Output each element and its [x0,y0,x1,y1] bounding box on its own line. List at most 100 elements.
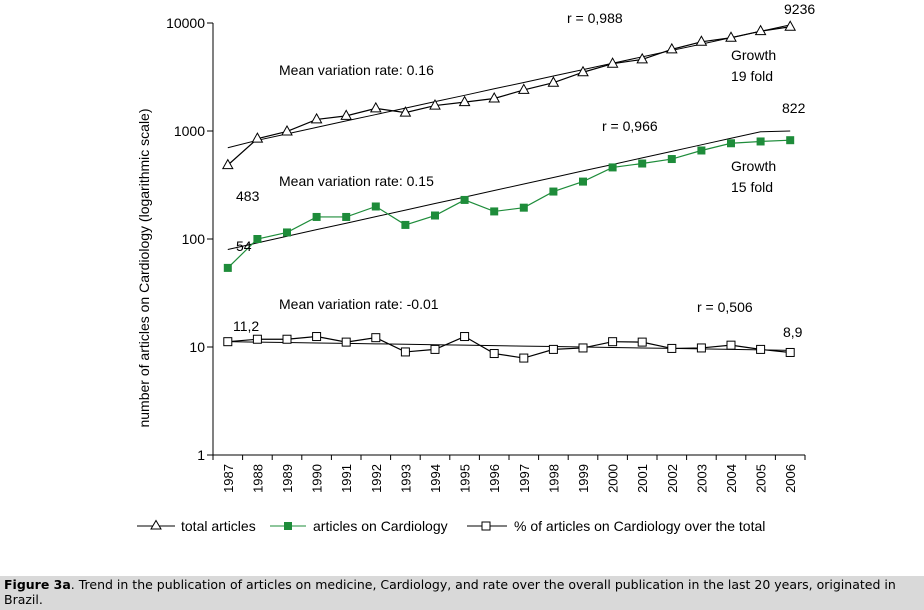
start-total-label: 483 [236,188,260,204]
end-total-label: 9236 [784,1,815,17]
trend-line-cardio [227,130,791,250]
data-point-cardio [371,202,380,211]
y-tick-label: 10000 [166,15,205,31]
data-point-total [251,132,264,143]
y-tick-label: 100 [182,231,206,247]
growth-total-line2: 19 fold [731,68,773,84]
x-tick-label: 1993 [398,464,413,493]
data-point-cardio [549,187,558,196]
x-tick-label: 2000 [606,464,621,493]
caption-label: Figure 3a [4,577,71,592]
data-point-total [547,76,560,87]
data-point-pct [667,343,677,353]
data-point-cardio [490,207,499,216]
data-point-pct [460,332,470,342]
data-point-cardio [638,159,647,168]
data-point-total [458,95,471,107]
legend-marker-pct [481,521,491,531]
trend-line-pct [227,341,791,351]
x-tick-label: 1992 [369,464,384,493]
legend-item-cardio: articles on Cardiology [270,518,448,534]
data-point-pct [400,347,410,357]
x-tick-label: 1996 [487,464,502,493]
legend-marker-total [150,519,162,530]
data-point-pct [608,337,618,347]
x-tick-label: 2001 [635,464,650,493]
y-tick-label: 10 [189,339,205,355]
data-point-cardio [431,211,439,220]
series-line-cardio [227,139,791,269]
x-tick-label: 1999 [576,464,591,493]
data-point-cardio [253,235,262,243]
end-cardio-label: 822 [782,100,806,116]
x-tick-label: 1989 [280,464,295,493]
data-point-pct [519,353,529,363]
data-point-cardio [727,139,735,148]
x-tick-label: 1990 [310,464,325,493]
growth-cardio-line2: 15 fold [731,179,773,195]
data-point-pct [312,332,322,342]
legend-marker-cardio [284,522,292,530]
data-point-total [784,20,797,31]
rate-total-annotation: Mean variation rate: 0.16 [279,62,434,78]
data-point-pct [696,343,706,353]
data-point-cardio [223,263,232,272]
data-point-total [695,35,708,46]
rate-cardio-annotation: Mean variation rate: 0.15 [279,173,434,189]
x-tick-label: 2005 [754,464,769,493]
x-tick-label: 1994 [428,464,443,493]
data-point-cardio [342,212,351,221]
data-point-total [577,65,589,77]
y-tick-label: 1000 [174,123,205,139]
data-point-pct [726,340,736,350]
data-point-cardio [283,228,291,237]
y-ticks: 1 10 100 1000 10000 [166,15,213,463]
data-point-cardio [697,146,706,155]
legend-label-pct: % of articles on Cardiology over the tot… [514,518,765,534]
data-point-total [221,158,234,170]
data-point-total [310,112,323,124]
data-point-total [429,99,441,110]
legend-item-total: total articles [137,518,256,534]
data-point-total [517,83,530,94]
y-axis-label: number of articles on Cardiology (logari… [136,108,152,427]
end-pct-label: 8,9 [783,324,803,340]
x-tick-label: 1995 [458,464,473,493]
caption-text: . Trend in the publication of articles o… [4,577,896,607]
x-tick-label: 1987 [221,464,236,493]
data-point-cardio [460,195,469,204]
data-point-pct [282,334,292,344]
data-point-pct [785,347,795,357]
data-point-cardio [786,136,795,145]
data-point-cardio [312,212,321,221]
legend-label-total: total articles [181,518,256,534]
legend-label-cardio: articles on Cardiology [313,518,448,534]
x-tick-label: 2004 [724,464,739,493]
data-point-pct [489,349,499,359]
rate-pct-annotation: Mean variation rate: -0.01 [279,296,439,312]
x-tick-label: 1991 [339,464,354,493]
y-tick-label: 1 [197,447,205,463]
data-point-total [725,31,737,42]
series-group [221,20,797,363]
data-point-total [606,57,619,68]
data-point-total [636,52,649,64]
x-tick-label: 2002 [665,464,680,493]
data-point-pct [548,344,558,354]
x-tick-label: 1988 [250,464,265,493]
data-point-pct [252,334,262,344]
start-cardio-label: 54 [236,238,252,254]
series-line-pct [227,335,791,359]
x-tick-label: 1998 [546,464,561,493]
x-tick-label: 2006 [783,464,798,493]
data-point-cardio [608,163,617,172]
data-point-pct [371,333,381,343]
x-tick-label: 1997 [517,464,532,493]
data-point-pct [578,343,588,353]
data-point-total [369,101,382,113]
data-point-cardio [519,203,528,212]
data-point-pct [341,337,351,347]
growth-cardio-line1: Growth [731,158,776,174]
legend: total articles articles on Cardiology % … [137,518,765,534]
data-point-pct [430,344,440,354]
